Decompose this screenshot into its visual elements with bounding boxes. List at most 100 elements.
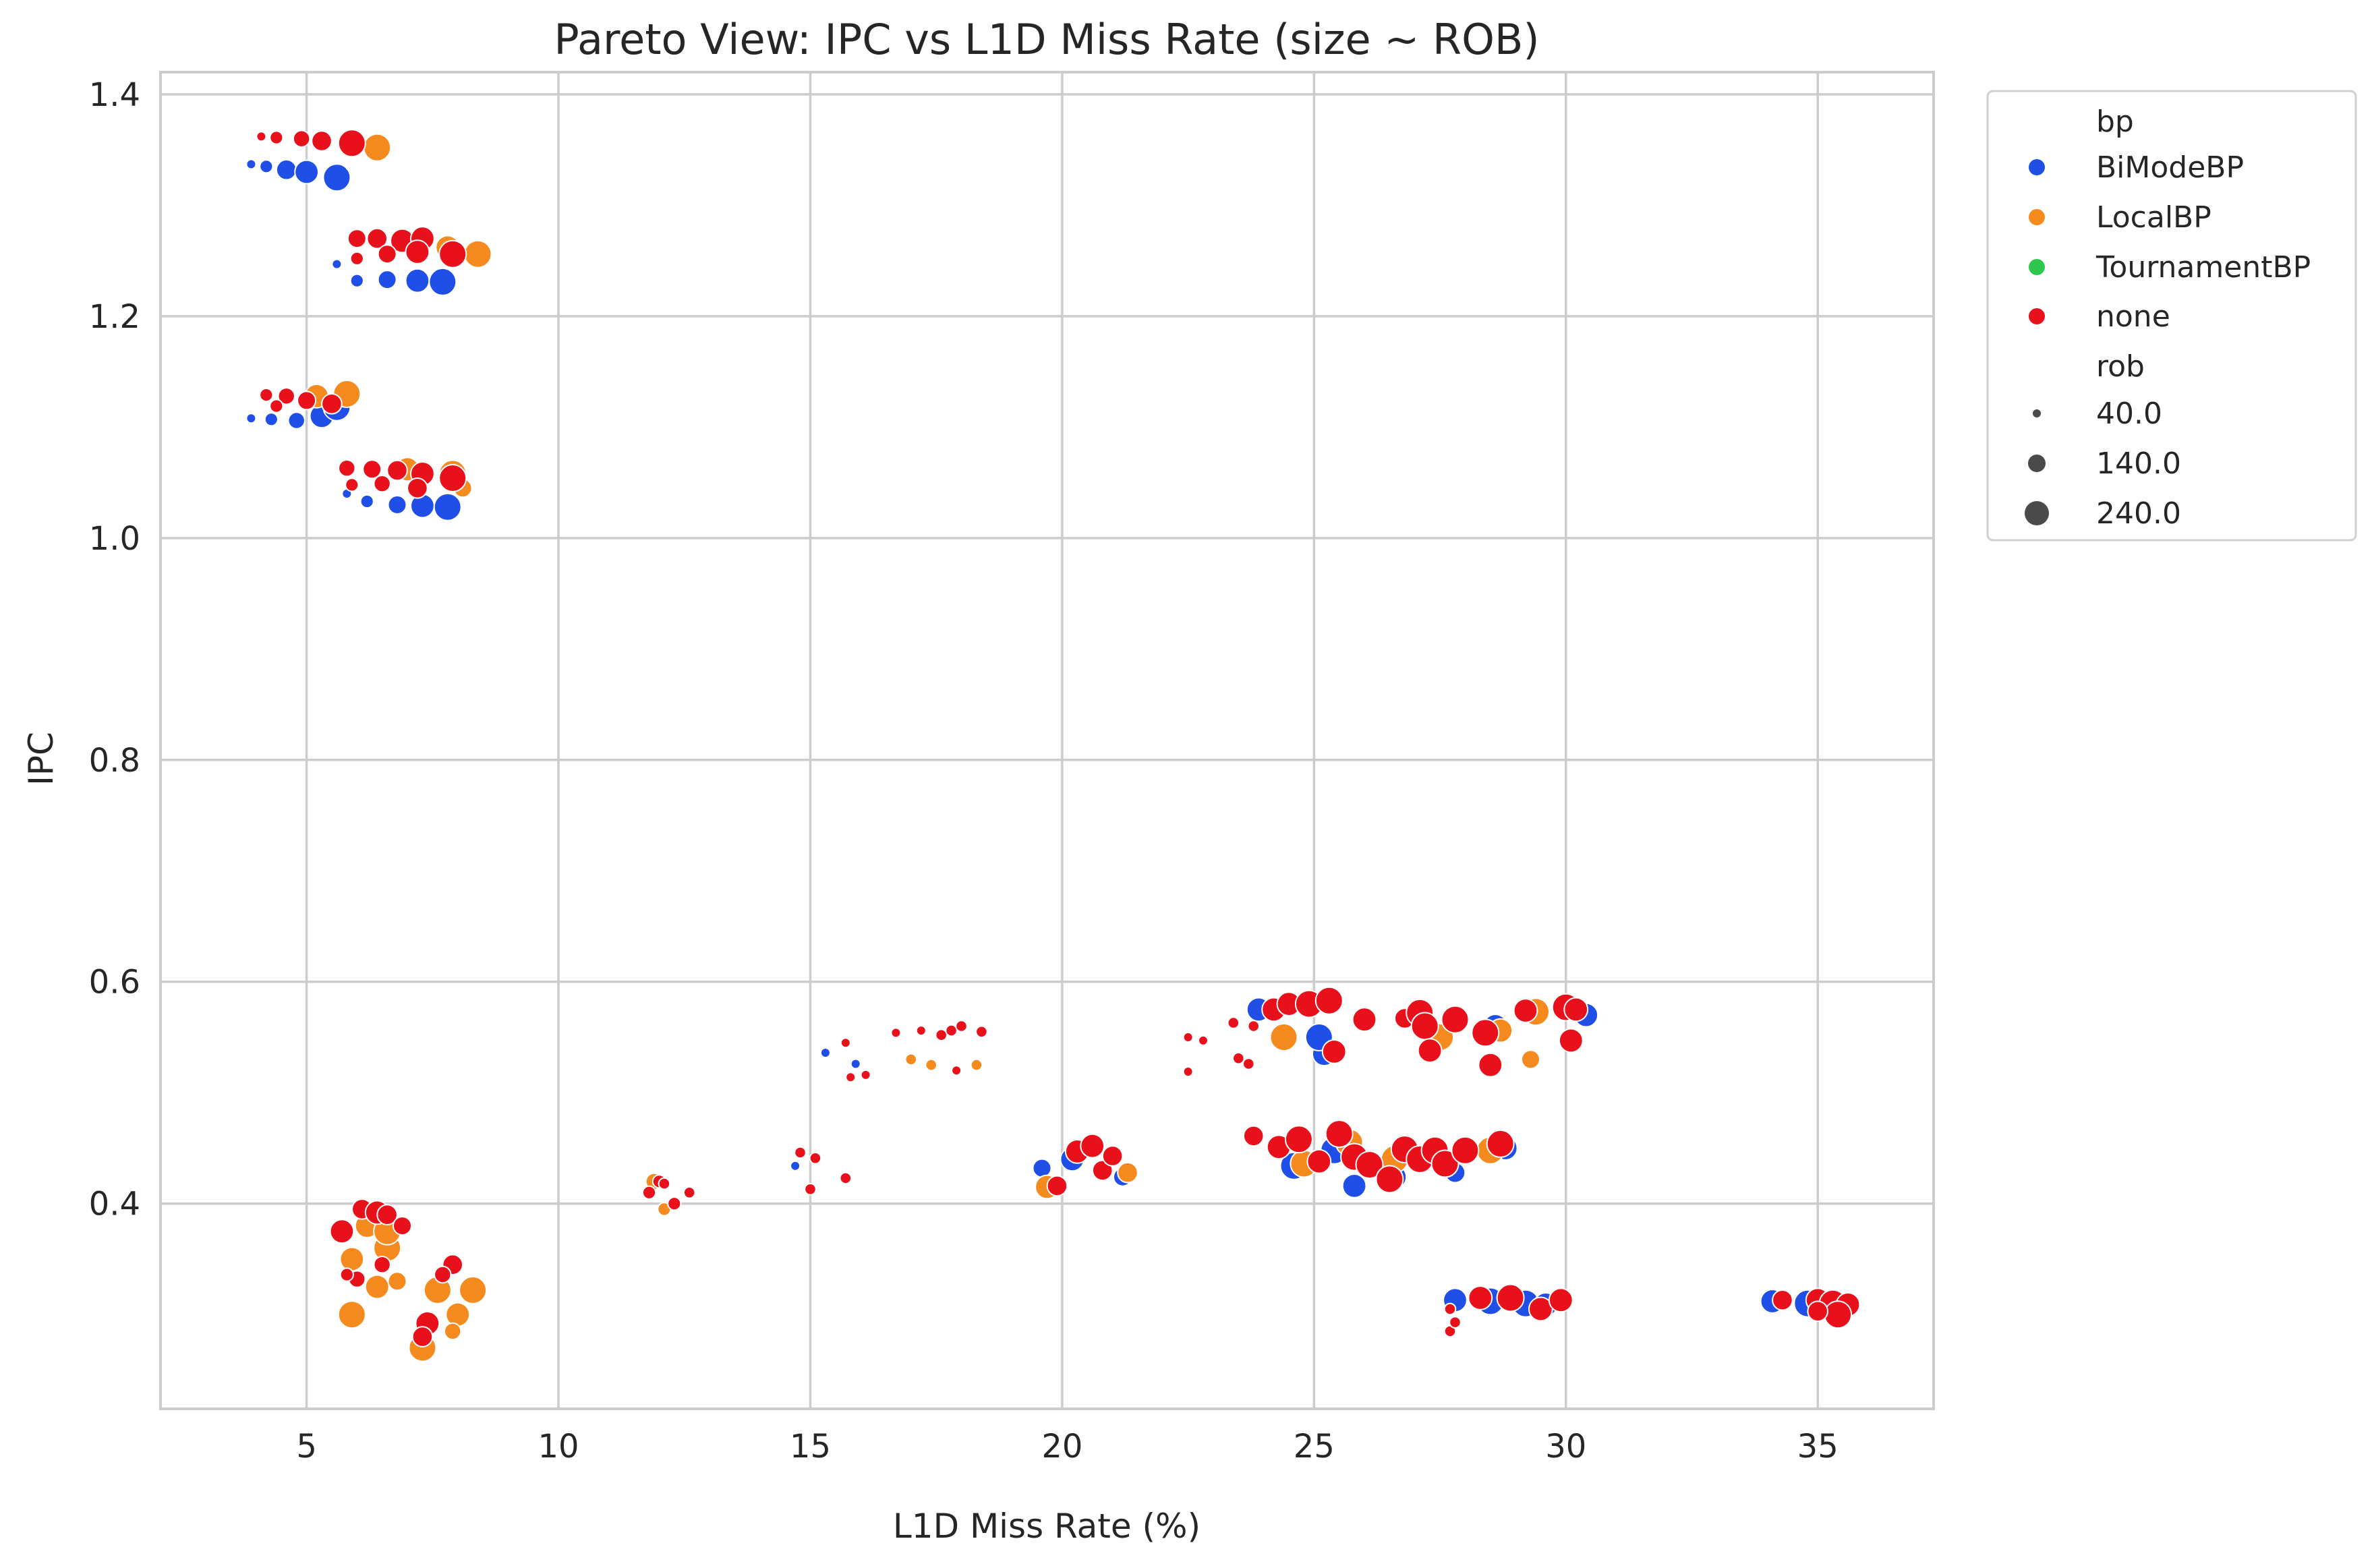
data-point-none	[269, 130, 284, 145]
data-point-none	[641, 1185, 657, 1200]
data-point-none	[1101, 1145, 1124, 1167]
data-point-none	[377, 244, 397, 264]
data-point-none	[945, 1024, 958, 1037]
data-point-none	[259, 388, 274, 403]
data-point-localbp	[337, 1300, 366, 1329]
data-point-bimodebp	[331, 258, 343, 270]
data-point-none	[1430, 1149, 1459, 1178]
data-point-none	[405, 239, 430, 264]
data-point-none	[339, 1267, 354, 1282]
data-point-none	[890, 1027, 902, 1039]
data-point-none	[373, 475, 391, 493]
data-point-none	[1471, 1018, 1500, 1047]
data-point-none	[1182, 1066, 1194, 1077]
data-point-none	[321, 393, 343, 415]
data-point-none	[1198, 1035, 1209, 1046]
data-point-none	[1284, 1125, 1313, 1154]
x-axis-label: L1D Miss Rate (%)	[893, 1507, 1201, 1546]
data-point-none	[277, 387, 295, 405]
data-point-none	[860, 1069, 871, 1080]
data-point-localbp	[970, 1058, 983, 1072]
series-none	[256, 129, 1861, 1347]
data-point-none	[1325, 1120, 1354, 1149]
data-point-none	[840, 1037, 851, 1049]
legend-size-marker-medium	[2028, 455, 2046, 472]
points-layer	[245, 129, 1861, 1362]
legend-label-localbp: LocalBP	[2096, 200, 2211, 235]
y-axis-label: IPC	[22, 732, 61, 786]
x-tick-label: 10	[538, 1428, 579, 1465]
y-tick-label: 0.6	[89, 964, 140, 1001]
data-point-none	[935, 1028, 948, 1041]
data-point-localbp	[363, 133, 392, 162]
legend-size-label-medium: 140.0	[2096, 446, 2181, 481]
data-point-none	[794, 1146, 807, 1159]
legend-size-marker-small	[2033, 409, 2041, 417]
data-point-none	[256, 131, 267, 142]
x-tick-label: 5	[296, 1428, 317, 1465]
data-point-bimodebp	[322, 163, 351, 192]
data-point-none	[1227, 1016, 1240, 1029]
data-point-none	[1558, 1028, 1584, 1053]
legend-hue-title: bp	[2096, 105, 2134, 139]
data-point-none	[1824, 1300, 1853, 1329]
data-point-none	[1478, 1052, 1503, 1078]
data-point-none	[1352, 1007, 1377, 1033]
data-point-localbp	[1521, 1049, 1540, 1070]
data-point-bimodebp	[1341, 1173, 1367, 1198]
data-point-none	[804, 1183, 817, 1196]
data-point-none	[269, 399, 284, 413]
ticks-layer: 5 10 15 20 25 30 35 0.4 0.6 0.8 1.0 1.2 1.4	[89, 76, 1839, 1465]
data-point-none	[1091, 1159, 1113, 1182]
x-tick-label: 15	[790, 1428, 831, 1465]
data-point-none	[1441, 1005, 1470, 1034]
y-tick-label: 1.2	[89, 298, 140, 336]
data-point-bimodebp	[819, 1047, 831, 1058]
data-point-none	[347, 229, 367, 249]
legend-label-bimodebp: BiModeBP	[2096, 150, 2244, 185]
data-point-none	[1772, 1289, 1793, 1311]
data-point-none	[975, 1025, 988, 1039]
data-point-none	[362, 459, 382, 480]
data-point-none	[1355, 1151, 1384, 1180]
data-point-none	[658, 1177, 671, 1190]
data-point-bimodebp	[349, 273, 364, 288]
data-point-none	[951, 1065, 962, 1076]
data-point-localbp	[904, 1053, 918, 1066]
data-point-none	[1486, 1129, 1515, 1158]
data-point-localbp	[445, 1302, 471, 1327]
data-point-none	[407, 477, 428, 499]
legend-label-tournamentbp: TournamentBP	[2095, 250, 2311, 285]
legend-size-marker-large	[2025, 501, 2049, 525]
data-point-none	[338, 459, 356, 477]
legend-size-title: rob	[2096, 349, 2145, 384]
data-point-none	[1807, 1300, 1828, 1323]
x-tick-label: 30	[1545, 1428, 1586, 1465]
data-point-localbp	[387, 1271, 407, 1291]
data-point-none	[1182, 1032, 1194, 1043]
x-tick-label: 35	[1797, 1428, 1839, 1465]
series-bimodebp	[245, 158, 1853, 1323]
chart-title: Pareto View: IPC vs L1D Miss Rate (size …	[554, 15, 1539, 64]
data-point-none	[1410, 1012, 1439, 1041]
plot-frame	[159, 71, 1935, 1410]
data-point-bimodebp	[433, 492, 462, 521]
data-point-bimodebp	[790, 1160, 801, 1171]
data-point-none	[1443, 1302, 1457, 1316]
data-point-bimodebp	[387, 495, 407, 515]
data-point-none	[1314, 986, 1343, 1015]
data-point-localbp	[444, 1322, 462, 1341]
data-point-none	[1080, 1133, 1105, 1159]
data-point-none	[1247, 1020, 1260, 1033]
data-point-none	[955, 1020, 968, 1033]
data-point-localbp	[463, 239, 492, 268]
x-tick-label: 20	[1041, 1428, 1082, 1465]
data-point-bimodebp	[428, 267, 457, 296]
data-point-bimodebp	[1032, 1158, 1052, 1178]
data-point-bimodebp	[850, 1058, 861, 1070]
data-point-none	[1242, 1125, 1265, 1147]
data-point-bimodebp	[275, 158, 297, 181]
data-point-none	[1232, 1051, 1245, 1065]
